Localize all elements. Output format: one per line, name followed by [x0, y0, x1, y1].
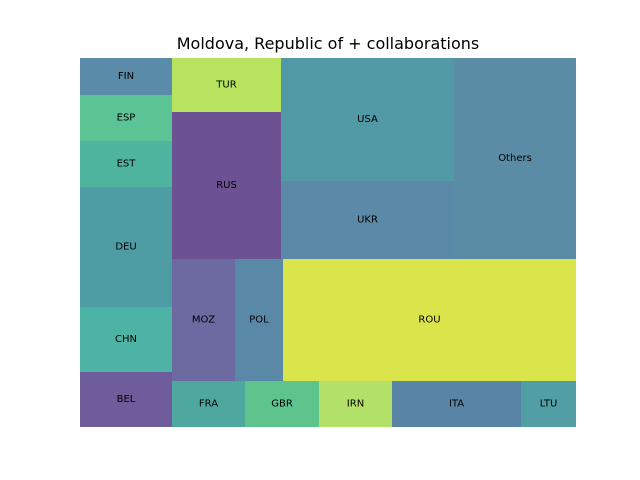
tile-label-ukr: UKR	[357, 215, 378, 226]
tile-label-deu: DEU	[115, 242, 136, 253]
tile-label-rou: ROU	[418, 315, 440, 326]
tile-deu	[80, 187, 172, 307]
tile-pol	[235, 259, 283, 381]
tile-label-gbr: GBR	[271, 399, 293, 410]
tile-fra	[172, 381, 245, 427]
chart-title: Moldova, Republic of + collaborations	[177, 34, 480, 53]
tile-esp	[80, 95, 172, 141]
tile-label-usa: USA	[357, 114, 378, 125]
tile-label-fin: FIN	[118, 71, 134, 82]
tile-others	[454, 58, 576, 259]
tile-ukr	[281, 181, 454, 259]
tile-label-irn: IRN	[347, 399, 364, 410]
tile-ltu	[521, 381, 576, 427]
tile-fin	[80, 58, 172, 95]
tile-label-moz: MOZ	[192, 315, 215, 326]
tile-bel	[80, 372, 172, 427]
tile-label-ltu: LTU	[540, 399, 558, 410]
tile-gbr	[245, 381, 319, 427]
tile-label-ita: ITA	[449, 399, 464, 410]
tile-est	[80, 141, 172, 187]
tile-label-esp: ESP	[117, 113, 136, 124]
tile-moz	[172, 259, 235, 381]
tile-label-tur: TUR	[215, 80, 236, 91]
tile-rus	[172, 112, 281, 259]
tile-label-fra: FRA	[199, 399, 218, 410]
tile-label-others: Others	[498, 153, 532, 164]
tile-chn	[80, 307, 172, 372]
tile-usa	[281, 58, 454, 181]
tile-label-est: EST	[117, 159, 137, 170]
tile-irn	[319, 381, 392, 427]
tile-label-bel: BEL	[117, 394, 136, 405]
tile-tur	[172, 58, 281, 112]
tile-ita	[392, 381, 521, 427]
tile-label-pol: POL	[249, 315, 269, 326]
tile-rou	[283, 259, 576, 381]
tile-label-chn: CHN	[115, 334, 137, 345]
treemap-tiles: FIN ESP EST DEU CHN BEL TUR RUS MOZ POL USA UKR Othe…	[80, 58, 576, 427]
tile-label-rus: RUS	[216, 180, 237, 191]
